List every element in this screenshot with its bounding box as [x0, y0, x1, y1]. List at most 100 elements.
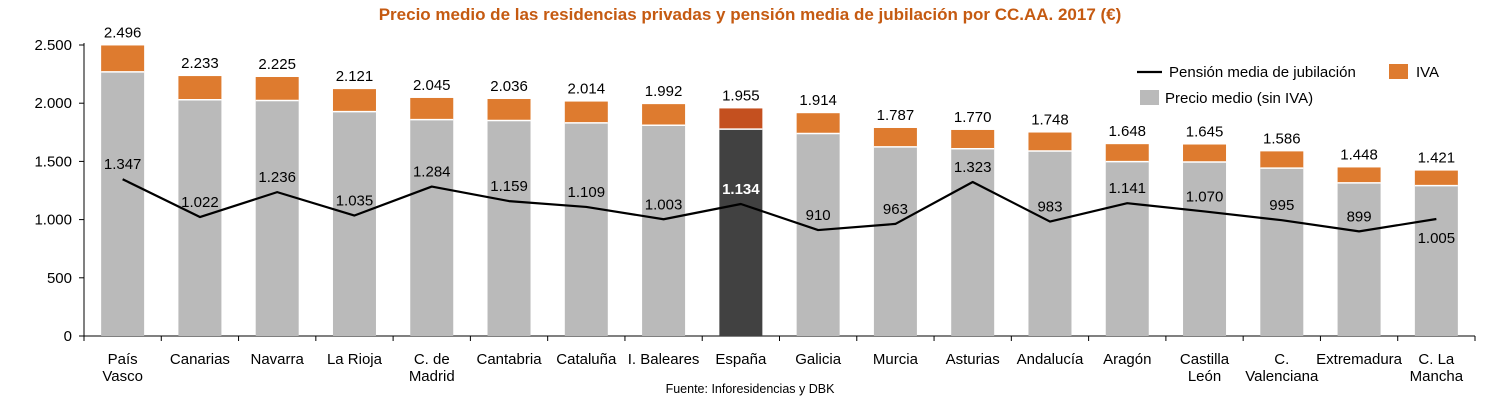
x-category-label: Vasco — [102, 368, 143, 385]
pension-data-label: 1.109 — [568, 184, 606, 201]
x-category-label: I. Baleares — [628, 351, 700, 368]
bar-iva — [332, 89, 376, 112]
bar-precio-medio — [410, 119, 454, 336]
bar-precio-medio — [873, 146, 917, 336]
x-category-label: Murcia — [873, 351, 919, 368]
total-data-label: 1.421 — [1418, 150, 1456, 167]
bar-iva — [410, 97, 454, 120]
pension-data-label: 995 — [1269, 197, 1294, 214]
x-category-label: Valenciana — [1245, 368, 1319, 385]
bar-precio-medio — [1337, 182, 1381, 336]
legend-background — [1115, 50, 1465, 112]
bar-precio-medio — [1414, 185, 1458, 336]
bar-iva — [796, 113, 840, 134]
total-data-label: 1.648 — [1108, 123, 1146, 140]
bar-iva — [564, 101, 608, 123]
bar-precio-medio — [1105, 161, 1149, 336]
x-category-label: C. La — [1418, 351, 1455, 368]
bar-iva — [255, 77, 299, 101]
total-data-label: 1.748 — [1031, 112, 1069, 129]
bar-iva — [1414, 170, 1458, 186]
total-data-label: 1.955 — [722, 87, 760, 104]
y-tick-label: 2.000 — [34, 95, 72, 112]
x-category-label: Asturias — [946, 351, 1000, 368]
chart-title: Precio medio de las residencias privadas… — [378, 5, 1122, 24]
bar-iva — [951, 129, 995, 149]
bar-iva — [101, 45, 145, 72]
total-data-label: 1.448 — [1340, 146, 1378, 163]
y-tick-label: 500 — [47, 270, 72, 287]
total-data-label: 2.014 — [568, 81, 606, 98]
pension-data-label: 1.141 — [1108, 180, 1146, 197]
total-data-label: 1.992 — [645, 83, 683, 100]
x-category-label: C. — [1274, 351, 1289, 368]
bar-precio-medio — [101, 71, 145, 336]
x-category-label: Cataluña — [556, 351, 617, 368]
bar-precio-medio — [951, 148, 995, 336]
bar-iva — [1028, 132, 1072, 152]
pension-data-label: 910 — [806, 207, 831, 224]
bar-precio-medio — [1260, 168, 1304, 336]
total-data-label: 1.787 — [877, 107, 915, 124]
bar-iva — [642, 104, 686, 126]
total-data-label: 1.586 — [1263, 130, 1301, 147]
pension-data-label: 1.323 — [954, 159, 992, 176]
pension-data-label: 1.236 — [258, 169, 296, 186]
total-data-label: 2.496 — [104, 24, 142, 41]
x-category-label: León — [1188, 368, 1221, 385]
bar-iva — [873, 127, 917, 147]
total-data-label: 1.770 — [954, 109, 992, 126]
bar-precio-medio — [642, 125, 686, 336]
bar-iva — [487, 99, 531, 121]
pension-data-label: 1.070 — [1186, 188, 1224, 205]
x-category-label: País — [108, 351, 138, 368]
legend-precio-swatch — [1140, 90, 1159, 105]
pension-line — [122, 178, 1437, 233]
x-category-label: C. de — [414, 351, 450, 368]
pension-data-label: 1.003 — [645, 196, 683, 213]
pension-data-label: 1.035 — [336, 193, 374, 210]
bar-iva — [1105, 144, 1149, 162]
bar-precio-medio — [564, 122, 608, 336]
x-category-label: España — [715, 351, 767, 368]
pension-data-label: 1.022 — [181, 194, 219, 211]
pension-data-label: 1.159 — [490, 178, 528, 195]
total-data-label: 2.036 — [490, 78, 528, 95]
pension-data-label: 963 — [883, 201, 908, 218]
y-tick-label: 0 — [64, 328, 72, 345]
y-tick-label: 2.500 — [34, 37, 72, 54]
total-data-label: 2.121 — [336, 68, 374, 85]
bar-iva — [1183, 144, 1227, 162]
pension-data-label: 1.005 — [1418, 230, 1456, 247]
total-data-label: 2.225 — [258, 56, 296, 73]
pension-data-label: 1.134 — [722, 181, 760, 198]
x-category-label: Castilla — [1180, 351, 1230, 368]
bar-precio-medio — [1028, 151, 1072, 336]
bar-precio-medio — [255, 100, 299, 336]
pension-data-label: 1.284 — [413, 164, 451, 181]
x-category-label: Madrid — [409, 368, 455, 385]
y-tick-label: 1.500 — [34, 153, 72, 170]
total-data-label: 2.233 — [181, 55, 219, 72]
bar-iva — [178, 76, 222, 100]
x-category-label: Andalucía — [1017, 351, 1084, 368]
x-category-label: Navarra — [251, 351, 305, 368]
bar-precio-medio — [796, 133, 840, 336]
bar-precio-medio — [719, 129, 763, 336]
x-category-label: Canarias — [170, 351, 230, 368]
x-category-label: Extremadura — [1316, 351, 1403, 368]
legend-iva-swatch — [1389, 64, 1408, 79]
bar-precio-medio — [332, 111, 376, 336]
bar-precio-medio — [1183, 161, 1227, 336]
pension-data-label: 983 — [1037, 199, 1062, 216]
legend-precio-label: Precio medio (sin IVA) — [1165, 90, 1313, 107]
x-category-label: Mancha — [1410, 368, 1464, 385]
total-data-label: 1.645 — [1186, 124, 1224, 141]
source-note: Fuente: Inforesidencias y DBK — [665, 382, 835, 396]
bar-precio-medio — [487, 120, 531, 336]
x-category-label: Aragón — [1103, 351, 1151, 368]
pension-data-label: 899 — [1347, 208, 1372, 225]
bar-iva — [1260, 151, 1304, 169]
y-tick-label: 1.000 — [34, 212, 72, 229]
